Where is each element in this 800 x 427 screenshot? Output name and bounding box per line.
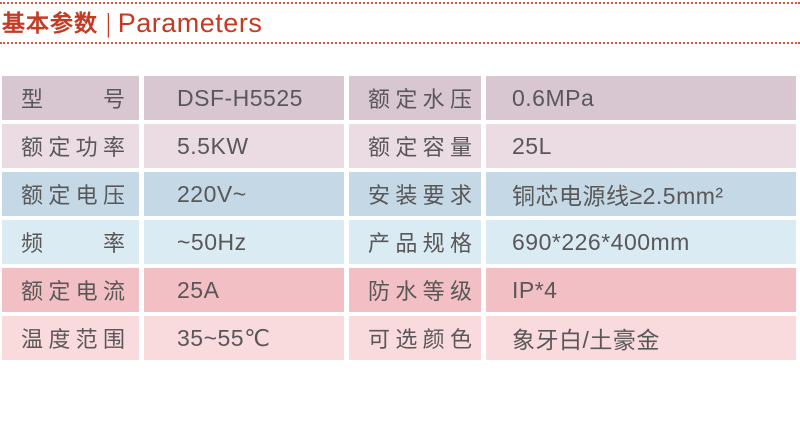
label-rated-voltage: 额定电压 xyxy=(2,172,139,216)
section-title-en: Parameters xyxy=(117,8,263,38)
value-product-size-text: 690*226*400mm xyxy=(512,228,690,255)
label-frequency-text: 频率 xyxy=(21,231,125,256)
label-product-size-text: 产品规格 xyxy=(368,231,472,256)
label-model-text: 型号 xyxy=(21,87,125,112)
label-install-requirement: 安装要求 xyxy=(349,172,481,216)
value-waterproof-rating: IP*4 xyxy=(486,268,796,312)
label-temp-range: 温度范围 xyxy=(2,316,139,360)
label-rated-current-text: 额定电流 xyxy=(21,279,125,304)
value-rated-current-text: 25A xyxy=(177,276,220,303)
value-product-size: 690*226*400mm xyxy=(486,220,796,264)
value-rated-power: 5.5KW xyxy=(144,124,344,168)
label-model: 型号 xyxy=(2,76,139,120)
spec-table: 型号 DSF-H5525 额定水压 0.6MPa 额定功率 5.5KW 额定容量… xyxy=(2,76,796,360)
label-color-options: 可选颜色 xyxy=(349,316,481,360)
value-temp-range: 35~55℃ xyxy=(144,316,344,360)
top-dotted-rule xyxy=(0,2,800,4)
label-waterproof-rating-text: 防水等级 xyxy=(368,279,472,304)
value-frequency-text: ~50Hz xyxy=(177,228,247,255)
label-rated-voltage-text: 额定电压 xyxy=(21,183,125,208)
value-model-text: DSF-H5525 xyxy=(177,84,303,111)
header-dotted-rule xyxy=(0,42,800,44)
label-install-requirement-text: 安装要求 xyxy=(368,183,472,208)
value-rated-capacity-text: 25L xyxy=(512,132,552,159)
label-rated-power: 额定功率 xyxy=(2,124,139,168)
section-header: 基本参数 | Parameters xyxy=(0,4,800,42)
label-rated-power-text: 额定功率 xyxy=(21,135,125,160)
label-temp-range-text: 温度范围 xyxy=(21,327,125,352)
value-rated-voltage-text: 220V~ xyxy=(177,180,247,207)
label-rated-pressure-text: 额定水压 xyxy=(368,87,472,112)
label-waterproof-rating: 防水等级 xyxy=(349,268,481,312)
label-rated-capacity-text: 额定容量 xyxy=(368,135,472,160)
label-frequency: 频率 xyxy=(2,220,139,264)
value-frequency: ~50Hz xyxy=(144,220,344,264)
value-rated-capacity: 25L xyxy=(486,124,796,168)
title-separator: | xyxy=(106,8,111,38)
value-rated-pressure-text: 0.6MPa xyxy=(512,84,595,111)
value-color-options: 象牙白/土豪金 xyxy=(486,316,796,360)
label-product-size: 产品规格 xyxy=(349,220,481,264)
value-temp-range-text: 35~55℃ xyxy=(177,324,271,351)
value-install-requirement-text: 铜芯电源线≥2.5mm² xyxy=(512,183,724,209)
label-rated-current: 额定电流 xyxy=(2,268,139,312)
value-install-requirement: 铜芯电源线≥2.5mm² xyxy=(486,172,796,216)
value-rated-pressure: 0.6MPa xyxy=(486,76,796,120)
value-model: DSF-H5525 xyxy=(144,76,344,120)
label-color-options-text: 可选颜色 xyxy=(368,327,472,352)
label-rated-pressure: 额定水压 xyxy=(349,76,481,120)
value-rated-voltage: 220V~ xyxy=(144,172,344,216)
label-rated-capacity: 额定容量 xyxy=(349,124,481,168)
value-rated-power-text: 5.5KW xyxy=(177,132,249,159)
value-waterproof-rating-text: IP*4 xyxy=(512,276,558,303)
value-color-options-text: 象牙白/土豪金 xyxy=(512,327,660,353)
value-rated-current: 25A xyxy=(144,268,344,312)
section-title-zh: 基本参数 xyxy=(2,10,98,36)
